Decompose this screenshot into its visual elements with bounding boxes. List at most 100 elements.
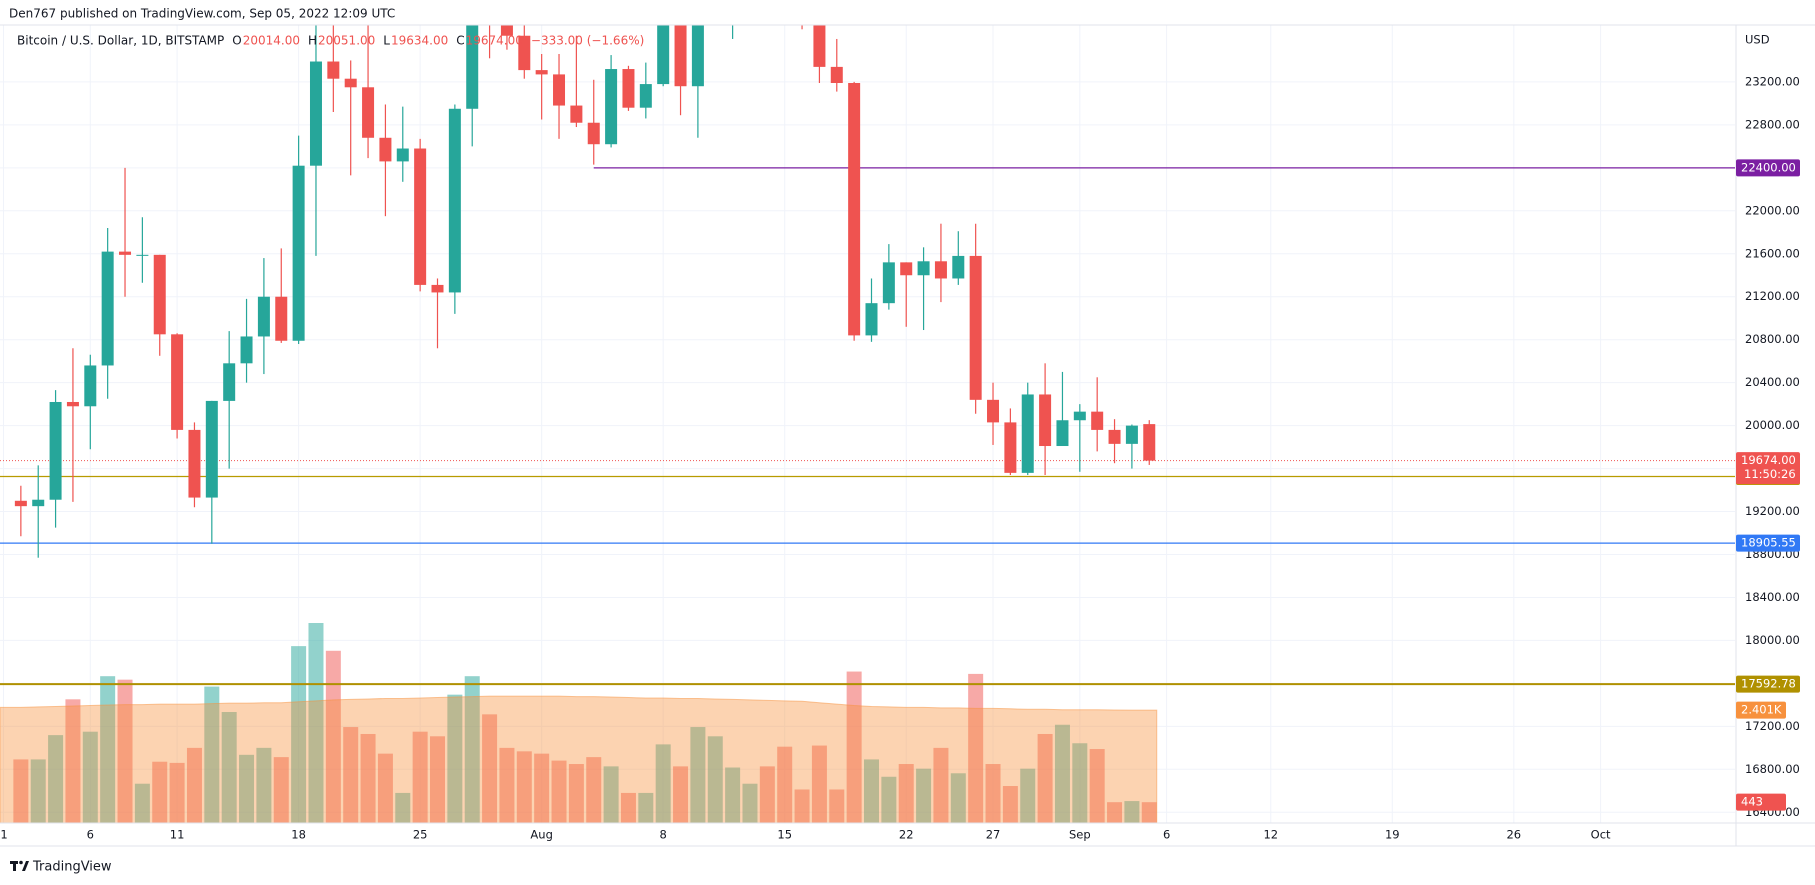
volume-bar xyxy=(343,727,359,823)
volume-bar xyxy=(811,745,827,823)
candle-body xyxy=(1039,394,1052,447)
volume-bar xyxy=(291,646,307,823)
candle-body xyxy=(865,303,878,336)
volume-bar xyxy=(620,792,636,823)
candle-body xyxy=(622,69,635,108)
y-tick-label: 18000.00 xyxy=(1745,633,1800,647)
candle-body xyxy=(570,105,583,123)
volume-bar xyxy=(273,757,289,823)
candle-body xyxy=(362,87,375,138)
x-tick-label: 1 xyxy=(0,828,7,842)
volume-bar xyxy=(169,762,185,823)
legend-key: O xyxy=(232,34,241,48)
volume-bar xyxy=(777,746,793,823)
volume_ma-tag-label: 2.401K xyxy=(1741,703,1782,717)
y-tick-label: 21200.00 xyxy=(1745,289,1800,303)
candle-body xyxy=(1021,394,1034,473)
logo-part xyxy=(13,861,16,871)
candle-body xyxy=(153,254,166,335)
volume-bar xyxy=(377,753,393,823)
volume-bar xyxy=(464,676,480,823)
candle-body xyxy=(900,262,913,276)
candles xyxy=(14,25,1156,558)
volume-bar xyxy=(134,783,150,823)
y-tick-label: 18400.00 xyxy=(1745,590,1800,604)
candle-body xyxy=(205,400,218,498)
currency-label: USD xyxy=(1745,33,1770,47)
x-tick-label: 6 xyxy=(1163,828,1170,842)
candle-body xyxy=(639,84,652,108)
volume-bar xyxy=(916,768,932,823)
volume-bar xyxy=(725,767,741,823)
logo-part xyxy=(19,860,23,865)
volume-bar xyxy=(968,673,984,823)
candle-body xyxy=(275,296,288,341)
candle-body xyxy=(101,251,114,366)
header-bar xyxy=(0,0,1815,24)
volume-bar xyxy=(447,694,463,823)
last-price-label: 19674.00 xyxy=(1741,453,1796,467)
legend-value: 20014.00 xyxy=(243,34,300,48)
candle-body xyxy=(32,499,45,507)
x-tick-label: 25 xyxy=(413,828,428,842)
candle-body xyxy=(171,334,184,430)
volume-bar xyxy=(13,759,29,823)
volume-bar xyxy=(933,747,949,823)
candle-body xyxy=(448,108,461,293)
candle-body xyxy=(14,500,27,507)
volume-bar xyxy=(898,764,914,823)
candle-body xyxy=(1004,422,1017,473)
volume-bar xyxy=(152,761,168,823)
axes: 16400.0016800.0017200.0017600.0018000.00… xyxy=(0,74,1800,842)
volume-bar xyxy=(742,783,758,823)
volume-bar xyxy=(1002,786,1018,823)
last-price-tag xyxy=(1736,452,1800,485)
candle-body xyxy=(535,70,548,75)
volume-bar xyxy=(499,747,515,823)
volume-bar xyxy=(412,731,428,823)
candle-body xyxy=(813,25,826,67)
candle-body xyxy=(500,25,513,36)
volume-bar xyxy=(186,747,202,823)
volume-bar xyxy=(482,714,498,823)
candle-body xyxy=(66,401,79,407)
price-tag xyxy=(1736,534,1800,552)
y-tick-label: 21600.00 xyxy=(1745,246,1800,260)
volume-bar xyxy=(690,727,706,823)
candle-body xyxy=(952,255,965,279)
volume-tag-label: 443 xyxy=(1741,795,1763,809)
candle-body xyxy=(830,66,843,83)
x-tick-label: 6 xyxy=(87,828,94,842)
legend-value: 19634.00 xyxy=(391,34,448,48)
candle-body xyxy=(414,148,427,285)
x-tick-label: 15 xyxy=(777,828,792,842)
candle-body xyxy=(657,25,670,85)
candle-body xyxy=(84,365,97,407)
candle-body xyxy=(396,148,409,162)
candle-body xyxy=(1073,411,1086,421)
volume-bar xyxy=(1107,802,1123,823)
candle-body xyxy=(379,137,392,162)
x-tick-label: 26 xyxy=(1506,828,1521,842)
candle-body xyxy=(466,25,479,109)
footer-brand: TradingView xyxy=(32,860,112,875)
legend-value: 19674.00 xyxy=(466,34,523,48)
candle-body xyxy=(1056,420,1069,447)
y-tick-label: 22800.00 xyxy=(1745,117,1800,131)
y-tick-label: 20400.00 xyxy=(1745,375,1800,389)
volume-bar xyxy=(673,766,689,823)
x-tick-label: Aug xyxy=(530,828,552,842)
candle-body xyxy=(49,401,62,500)
countdown-label: 11:50:26 xyxy=(1744,467,1796,481)
volume-bar xyxy=(759,766,775,823)
x-tick-label: 19 xyxy=(1385,828,1400,842)
candle-body xyxy=(136,254,149,256)
candle-body xyxy=(518,35,531,71)
x-tick-label: 11 xyxy=(170,828,185,842)
volume-bar xyxy=(395,792,411,823)
volume-bar xyxy=(1054,724,1070,823)
volume-bar xyxy=(950,773,966,823)
y-tick-label: 19200.00 xyxy=(1745,504,1800,518)
volume-bar xyxy=(30,759,46,823)
price-tag-label: 17592.78 xyxy=(1741,677,1796,691)
